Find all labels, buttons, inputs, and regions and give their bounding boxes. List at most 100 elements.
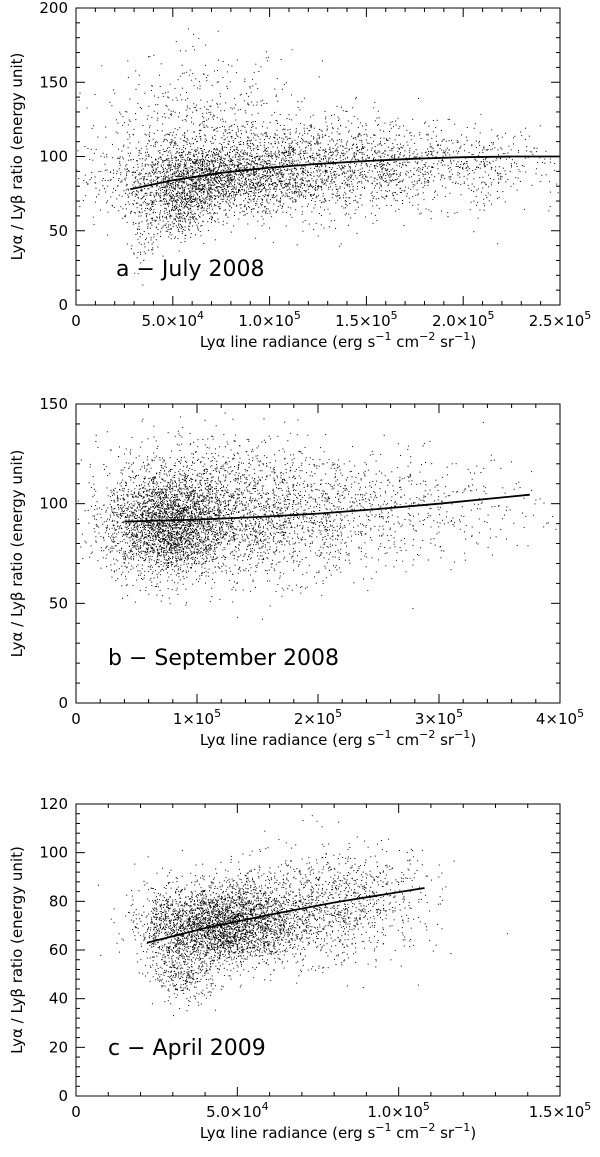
scatter-point bbox=[501, 148, 503, 150]
scatter-point bbox=[210, 170, 212, 172]
scatter-point bbox=[180, 242, 182, 244]
scatter-point bbox=[233, 145, 235, 147]
scatter-point bbox=[182, 152, 184, 154]
scatter-point bbox=[209, 195, 211, 197]
scatter-point bbox=[536, 147, 538, 149]
scatter-point bbox=[274, 186, 276, 188]
scatter-point bbox=[299, 153, 301, 155]
scatter-point bbox=[335, 158, 337, 160]
scatter-point bbox=[410, 135, 412, 137]
scatter-point bbox=[277, 175, 279, 177]
scatter-point bbox=[247, 147, 249, 149]
scatter-point bbox=[377, 144, 379, 146]
scatter-point bbox=[189, 158, 191, 160]
scatter-point bbox=[238, 144, 240, 145]
scatter-point bbox=[346, 178, 348, 180]
scatter-point bbox=[257, 149, 258, 151]
scatter-point bbox=[173, 165, 174, 167]
scatter-point bbox=[173, 188, 175, 190]
scatter-point bbox=[214, 212, 216, 213]
scatter-point bbox=[289, 176, 291, 178]
scatter-point bbox=[324, 170, 326, 172]
scatter-point bbox=[242, 185, 244, 187]
scatter-point bbox=[385, 175, 387, 176]
scatter-point bbox=[256, 184, 258, 185]
scatter-point bbox=[373, 134, 375, 136]
scatter-point bbox=[193, 172, 195, 174]
scatter-point bbox=[358, 133, 360, 135]
scatter-point bbox=[104, 169, 106, 171]
scatter-point bbox=[266, 153, 268, 155]
scatter-point bbox=[289, 189, 291, 191]
scatter-point bbox=[416, 163, 418, 164]
scatter-point bbox=[333, 181, 335, 183]
scatter-point bbox=[367, 157, 369, 159]
scatter-point bbox=[248, 188, 250, 190]
scatter-point bbox=[291, 192, 293, 194]
scatter-point bbox=[246, 192, 248, 193]
scatter-point bbox=[147, 143, 149, 145]
scatter-point bbox=[296, 177, 298, 179]
scatter-point bbox=[174, 142, 176, 143]
scatter-point bbox=[212, 137, 214, 139]
scatter-point bbox=[192, 191, 194, 193]
scatter-point bbox=[184, 168, 186, 170]
scatter-point bbox=[283, 147, 285, 149]
scatter-point bbox=[422, 175, 424, 177]
scatter-point bbox=[228, 155, 230, 156]
scatter-point bbox=[303, 155, 304, 157]
scatter-point bbox=[200, 139, 202, 141]
scatter-point bbox=[238, 161, 240, 163]
scatter-point bbox=[231, 124, 233, 126]
scatter-point bbox=[163, 199, 164, 200]
scatter-point bbox=[224, 193, 226, 195]
scatter-point bbox=[270, 151, 272, 153]
scatter-point bbox=[430, 170, 432, 172]
scatter-point bbox=[126, 183, 128, 185]
scatter-point bbox=[168, 211, 170, 212]
scatter-point bbox=[279, 114, 281, 115]
scatter-point bbox=[159, 171, 161, 173]
scatter-point bbox=[171, 141, 173, 143]
scatter-point bbox=[483, 160, 485, 162]
scatter-point bbox=[345, 181, 347, 183]
scatter-point bbox=[178, 174, 180, 176]
scatter-point bbox=[331, 189, 333, 191]
scatter-point bbox=[156, 168, 158, 170]
scatter-point bbox=[107, 185, 109, 187]
scatter-point bbox=[349, 148, 350, 150]
scatter-point bbox=[310, 125, 312, 127]
scatter-point bbox=[353, 137, 355, 139]
scatter-point bbox=[189, 157, 191, 159]
scatter-point bbox=[202, 169, 203, 171]
scatter-point bbox=[539, 157, 541, 159]
scatter-point bbox=[401, 190, 403, 192]
scatter-point bbox=[205, 202, 206, 204]
scatter-point bbox=[197, 193, 198, 195]
scatter-point bbox=[365, 133, 367, 135]
scatter-point bbox=[498, 181, 500, 183]
scatter-point bbox=[267, 189, 269, 190]
scatter-point bbox=[177, 176, 179, 178]
scatter-point bbox=[204, 156, 206, 158]
scatter-point bbox=[232, 185, 234, 187]
scatter-point bbox=[307, 186, 309, 188]
scatter-point bbox=[516, 189, 518, 191]
scatter-point bbox=[285, 142, 286, 143]
scatter-point bbox=[241, 189, 243, 191]
scatter-point bbox=[94, 182, 96, 184]
scatter-point bbox=[250, 182, 252, 184]
scatter-point bbox=[242, 165, 244, 167]
scatter-point bbox=[265, 135, 267, 137]
scatter-point bbox=[463, 175, 465, 177]
scatter-point bbox=[521, 135, 523, 137]
scatter-point bbox=[177, 199, 179, 201]
scatter-point bbox=[323, 201, 325, 203]
scatter-point bbox=[329, 140, 331, 142]
scatter-point bbox=[265, 161, 267, 163]
scatter-point bbox=[213, 168, 215, 170]
scatter-point bbox=[242, 156, 244, 158]
scatter-point bbox=[177, 238, 179, 240]
scatter-point bbox=[182, 232, 184, 234]
scatter-point bbox=[178, 148, 180, 150]
